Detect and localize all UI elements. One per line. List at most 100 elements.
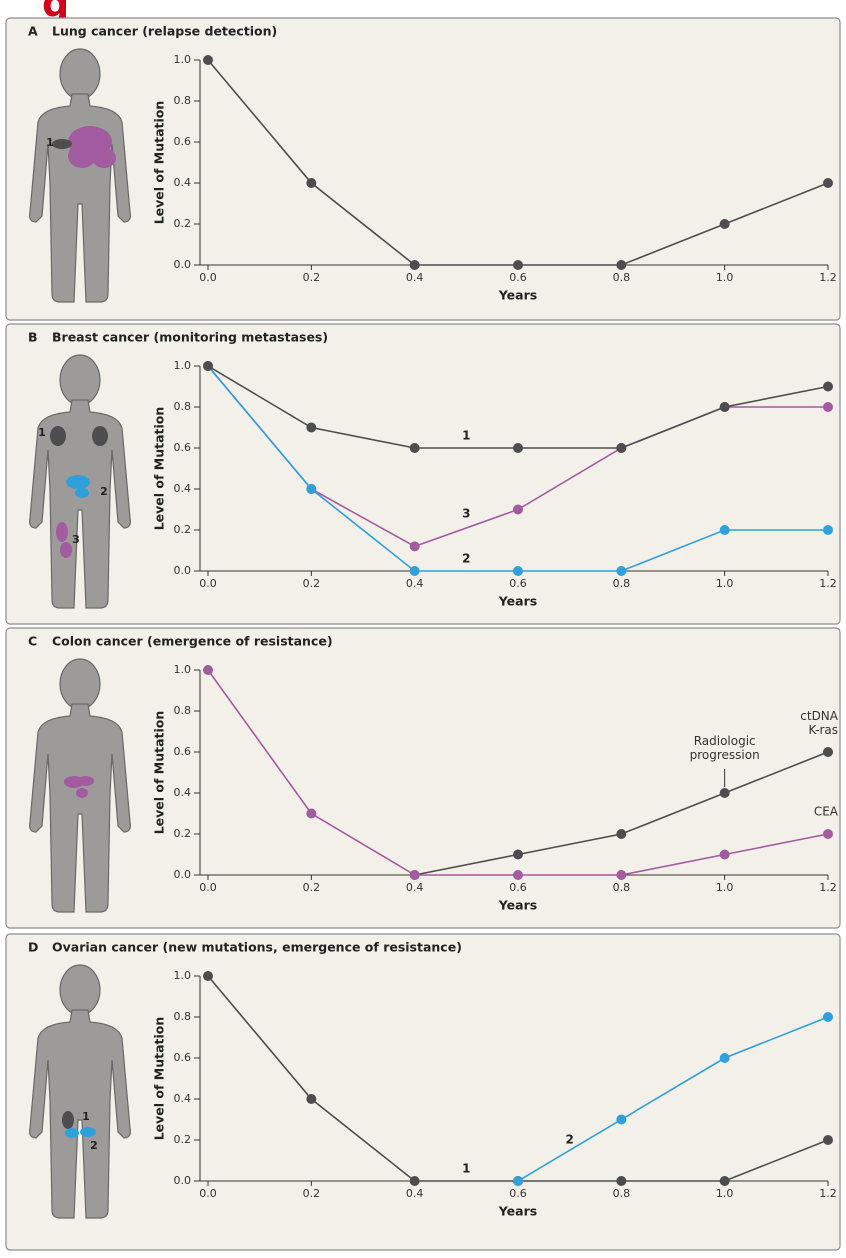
x-tick-label: 1.2 [819,881,837,894]
series-label: 1 [462,1162,470,1176]
data-point [823,525,833,535]
data-point [306,808,317,819]
x-tick-label: 0.0 [199,271,217,284]
x-axis-label: Years [498,898,537,913]
data-point [616,1176,627,1186]
data-point [823,402,833,412]
data-point [409,1176,420,1186]
data-point [823,1012,833,1022]
panel-background [5,627,841,929]
x-tick-label: 0.0 [199,881,217,894]
data-point [513,849,523,860]
body-label: 1 [82,1110,90,1123]
data-point [203,971,213,981]
organ [65,1128,79,1138]
data-point [513,566,523,576]
x-tick-label: 0.6 [509,577,527,590]
data-point [306,1094,317,1104]
panel: B Breast cancer (monitoring metastases) 1 2… [5,323,841,625]
data-point [513,1176,523,1186]
organ [78,776,94,786]
x-tick-label: 0.4 [406,881,424,894]
y-axis-label: Level of Mutation [152,101,167,225]
data-point [513,443,523,453]
y-axis-label: Level of Mutation [152,1017,167,1141]
series-label: 1 [462,429,470,443]
data-point [513,260,523,270]
data-point [409,443,420,453]
data-point [719,219,730,229]
x-axis-label: Years [498,594,537,609]
y-tick-label: 1.0 [174,969,192,982]
body-label: 3 [72,533,80,546]
y-axis-label: Level of Mutation [152,407,167,531]
data-point [616,566,627,576]
organ [76,788,88,798]
x-tick-label: 0.2 [303,881,321,894]
x-axis-label: Years [498,288,537,303]
x-tick-label: 1.2 [819,577,837,590]
y-tick-label: 0.6 [174,745,192,758]
annotation: Radiologic progression [690,734,760,762]
data-point [513,504,523,515]
y-tick-label: 0.2 [174,827,192,840]
x-tick-label: 1.2 [819,1187,837,1200]
data-point [719,849,730,860]
y-axis-label: Level of Mutation [152,711,167,835]
y-tick-label: 0.4 [174,482,192,495]
data-point [409,260,420,270]
y-tick-label: 0.4 [174,176,192,189]
y-tick-label: 1.0 [174,359,192,372]
series-label: 2 [462,552,470,566]
y-tick-label: 0.0 [174,564,192,577]
x-tick-label: 0.4 [406,577,424,590]
data-point [306,422,317,433]
y-tick-label: 0.8 [174,1010,192,1023]
organ [80,1127,96,1137]
panel: C Colon cancer (emergence of resistance) 0… [5,627,841,929]
panel-background [5,933,841,1251]
x-tick-label: 0.0 [199,1187,217,1200]
data-point [306,178,317,188]
data-point [616,870,627,880]
data-point [719,525,730,535]
data-point [409,541,420,552]
y-tick-label: 0.8 [174,704,192,717]
x-tick-label: 0.4 [406,271,424,284]
organ [60,542,72,558]
body-label: 2 [100,485,108,498]
body-label: 1 [46,136,54,149]
data-point [719,1053,730,1063]
panel-title: Colon cancer (emergence of resistance) [52,634,333,649]
data-point [823,747,833,757]
data-point [203,55,213,65]
y-tick-label: 0.2 [174,1133,192,1146]
panel: D Ovarian cancer (new mutations, emergenc… [5,933,841,1251]
organ [66,475,90,489]
series-line [517,1016,829,1182]
x-tick-label: 0.2 [303,1187,321,1200]
panel-background [5,17,841,321]
data-point [719,1176,730,1186]
x-tick-label: 1.0 [716,1187,734,1200]
data-point [409,566,420,576]
x-tick-label: 1.2 [819,271,837,284]
data-point [823,829,833,839]
y-tick-label: 0.8 [174,94,192,107]
panel-letter: C [28,634,37,649]
x-tick-label: 0.2 [303,577,321,590]
y-tick-label: 0.4 [174,786,192,799]
x-tick-label: 0.6 [509,271,527,284]
organ [62,1111,74,1129]
series-label: 3 [462,506,470,520]
body-label: 2 [90,1139,98,1152]
panel-background [5,323,841,625]
x-tick-label: 0.2 [303,271,321,284]
panel-title: Breast cancer (monitoring metastases) [52,330,328,345]
x-tick-label: 1.0 [716,577,734,590]
x-tick-label: 0.4 [406,1187,424,1200]
organ [75,488,89,498]
data-point [823,1135,833,1145]
panel: A Lung cancer (relapse detection) 1 0.0 0.2 0… [5,17,841,321]
